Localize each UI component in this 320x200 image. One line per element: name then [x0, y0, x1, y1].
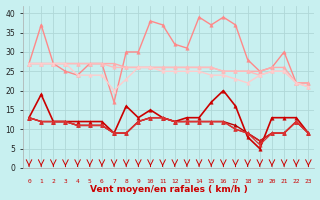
X-axis label: Vent moyen/en rafales ( km/h ): Vent moyen/en rafales ( km/h ): [90, 185, 248, 194]
